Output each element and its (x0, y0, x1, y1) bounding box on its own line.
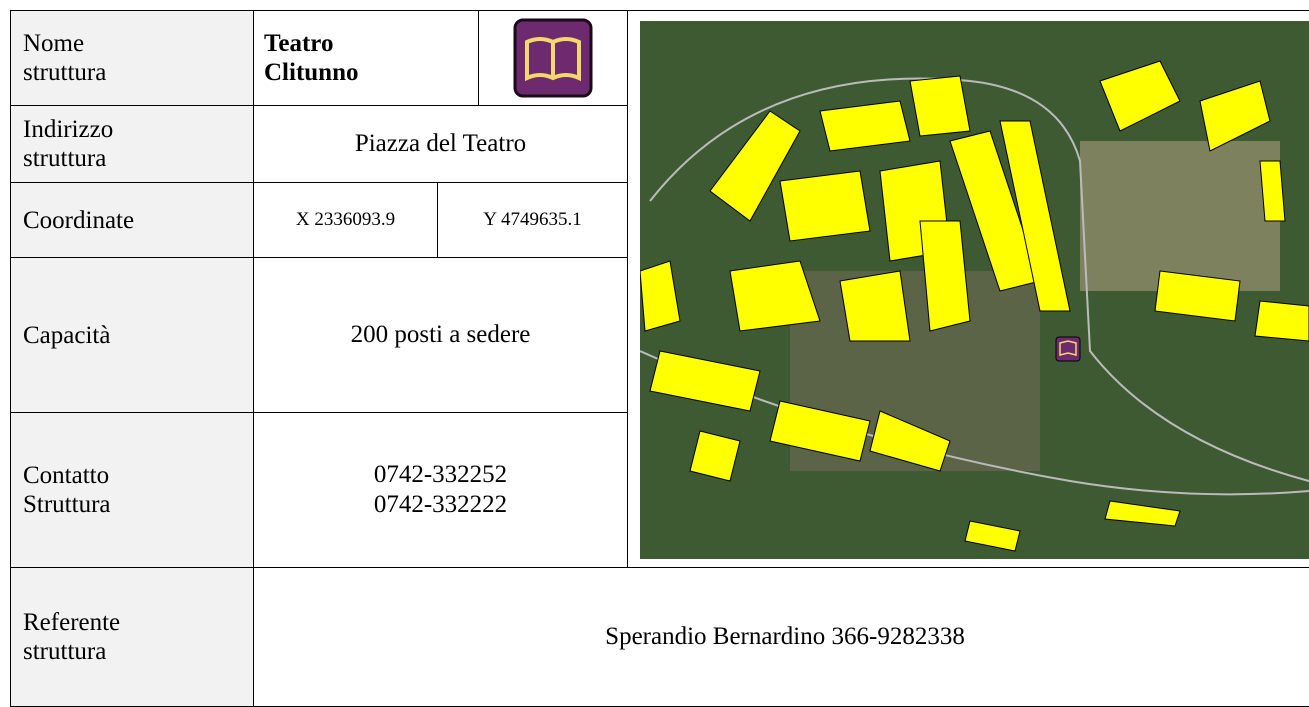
coord-y: Y 4749635.1 (483, 209, 582, 230)
label-cell: Nome struttura (10, 10, 254, 106)
label-line: struttura (23, 638, 107, 665)
label-line: Nome (23, 30, 85, 57)
label-cell: Referente struttura (10, 567, 254, 707)
label-cell: Contatto Struttura (10, 412, 254, 568)
label-line: Struttura (23, 491, 111, 518)
label-line: struttura (23, 145, 107, 172)
label-cell: Capacità (10, 257, 254, 413)
theatre-icon (513, 18, 593, 98)
label-cell: Coordinate (10, 182, 254, 258)
label-cell: Indirizzo struttura (10, 105, 254, 183)
value: 200 posti a sedere (350, 321, 531, 348)
label-line: struttura (23, 59, 107, 86)
label-line: Indirizzo (23, 116, 114, 143)
coord-x: X 2336093.9 (295, 209, 396, 230)
name-line: Teatro (264, 30, 334, 57)
coord-cell: X 2336093.9 (253, 182, 438, 258)
phone: 0742-332222 (373, 491, 508, 518)
label-line: Capacità (23, 321, 111, 349)
coord-cell: Y 4749635.1 (437, 182, 628, 258)
name-cell: Teatro Clitunno (253, 10, 479, 106)
map-cell (627, 10, 1309, 568)
phone: 0742-332252 (373, 461, 508, 488)
value-cell: Sperandio Bernardino 366-9282338 (253, 567, 1309, 707)
label-line: Referente (23, 609, 121, 636)
icon-cell (478, 10, 628, 106)
label-line: Coordinate (23, 206, 135, 234)
name-line: Clitunno (264, 59, 359, 86)
value-cell: 0742-332252 0742-332222 (253, 412, 628, 568)
value-cell: 200 posti a sedere (253, 257, 628, 413)
map (640, 21, 1309, 559)
value: Piazza del Teatro (354, 130, 527, 157)
referent: Sperandio Bernardino 366-9282338 (605, 623, 965, 650)
value-cell: Piazza del Teatro (253, 105, 628, 183)
label-line: Contatto (23, 462, 110, 489)
